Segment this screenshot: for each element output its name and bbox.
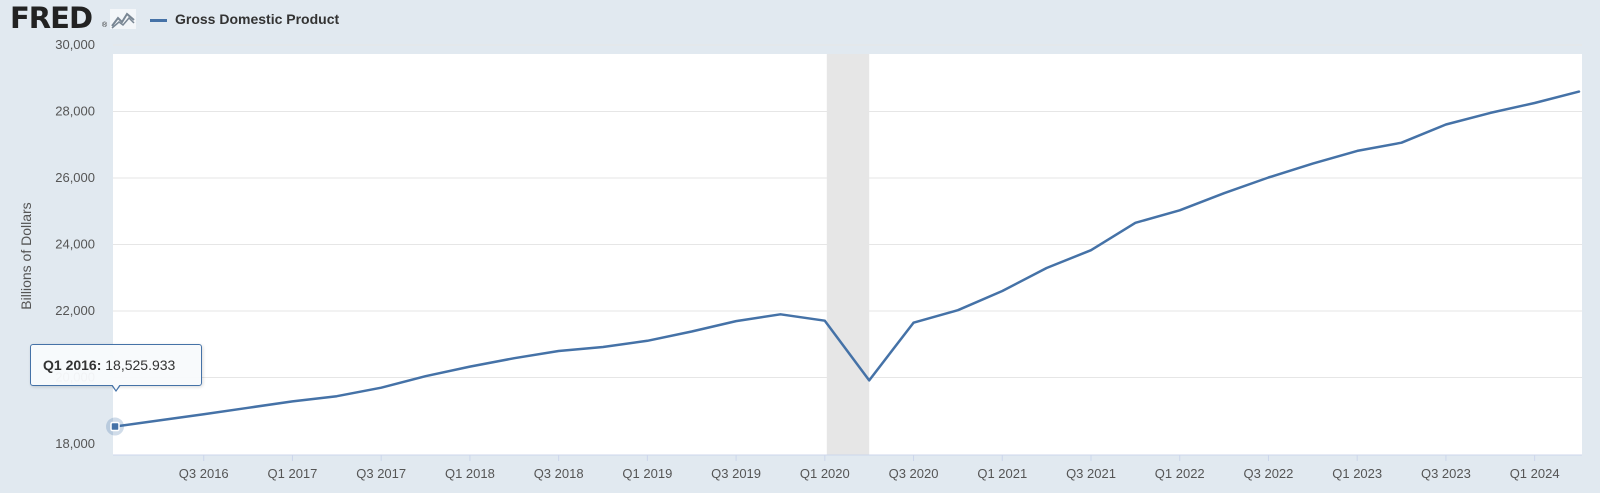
legend-series-swatch [150,19,167,22]
tooltip: Q1 2016: 18,525.933 [30,344,202,392]
x-tick-label: Q1 2017 [268,466,318,481]
tooltip-value: 18,525.933 [105,357,176,373]
hover-marker-layer [106,417,124,436]
legend-series-label: Gross Domestic Product [175,11,340,27]
x-tick-label: Q3 2020 [889,466,939,481]
x-tick-label: Q3 2017 [356,466,406,481]
hover-marker [110,421,120,432]
x-tick-label: Q3 2022 [1244,466,1294,481]
y-tick-label: 26,000 [55,170,95,185]
x-tick-label: Q3 2016 [179,466,229,481]
x-tick-label: Q3 2019 [711,466,761,481]
x-tick-label: Q3 2021 [1066,466,1116,481]
x-tick-label: Q1 2023 [1332,466,1382,481]
x-axis: Q3 2016 Q1 2017 Q3 2017 Q1 2018 Q3 2018 Q1 20… [113,454,1582,481]
x-tick-label: Q1 2019 [622,466,672,481]
tooltip-text: Q1 2016: 18,525.933 [43,357,175,373]
y-tick-label: 28,000 [55,104,95,119]
y-axis: 18,00020,00022,00024,00026,00028,00030,0… [55,37,95,451]
x-tick-label: Q1 2020 [800,466,850,481]
y-tick-label: 30,000 [55,37,95,52]
tooltip-date: Q1 2016: [43,357,102,373]
series-layer [113,90,1581,428]
x-tick-label: Q1 2021 [977,466,1027,481]
recession-bands [826,54,870,455]
gdp-series-line [113,90,1581,428]
x-tick-label: Q3 2023 [1421,466,1471,481]
x-tick-label: Q3 2018 [534,466,584,481]
x-tick-label: Q1 2024 [1510,466,1560,481]
y-tick-label: 22,000 [55,303,95,318]
gridlines [113,44,1582,378]
fred-logo[interactable]: FRED [10,1,93,35]
x-tick-label: Q1 2018 [445,466,495,481]
tooltip-pointer-fill [112,384,120,390]
x-tick-label: Q1 2022 [1155,466,1205,481]
y-axis-title: Billions of Dollars [18,202,34,309]
recession-band [826,54,870,455]
y-tick-label: 18,000 [55,436,95,451]
y-tick-label: 24,000 [55,237,95,252]
chart-header: FRED ® Gross Domestic Product [0,0,1600,40]
fred-chart-icon [110,9,136,29]
registered-mark: ® [102,22,108,29]
